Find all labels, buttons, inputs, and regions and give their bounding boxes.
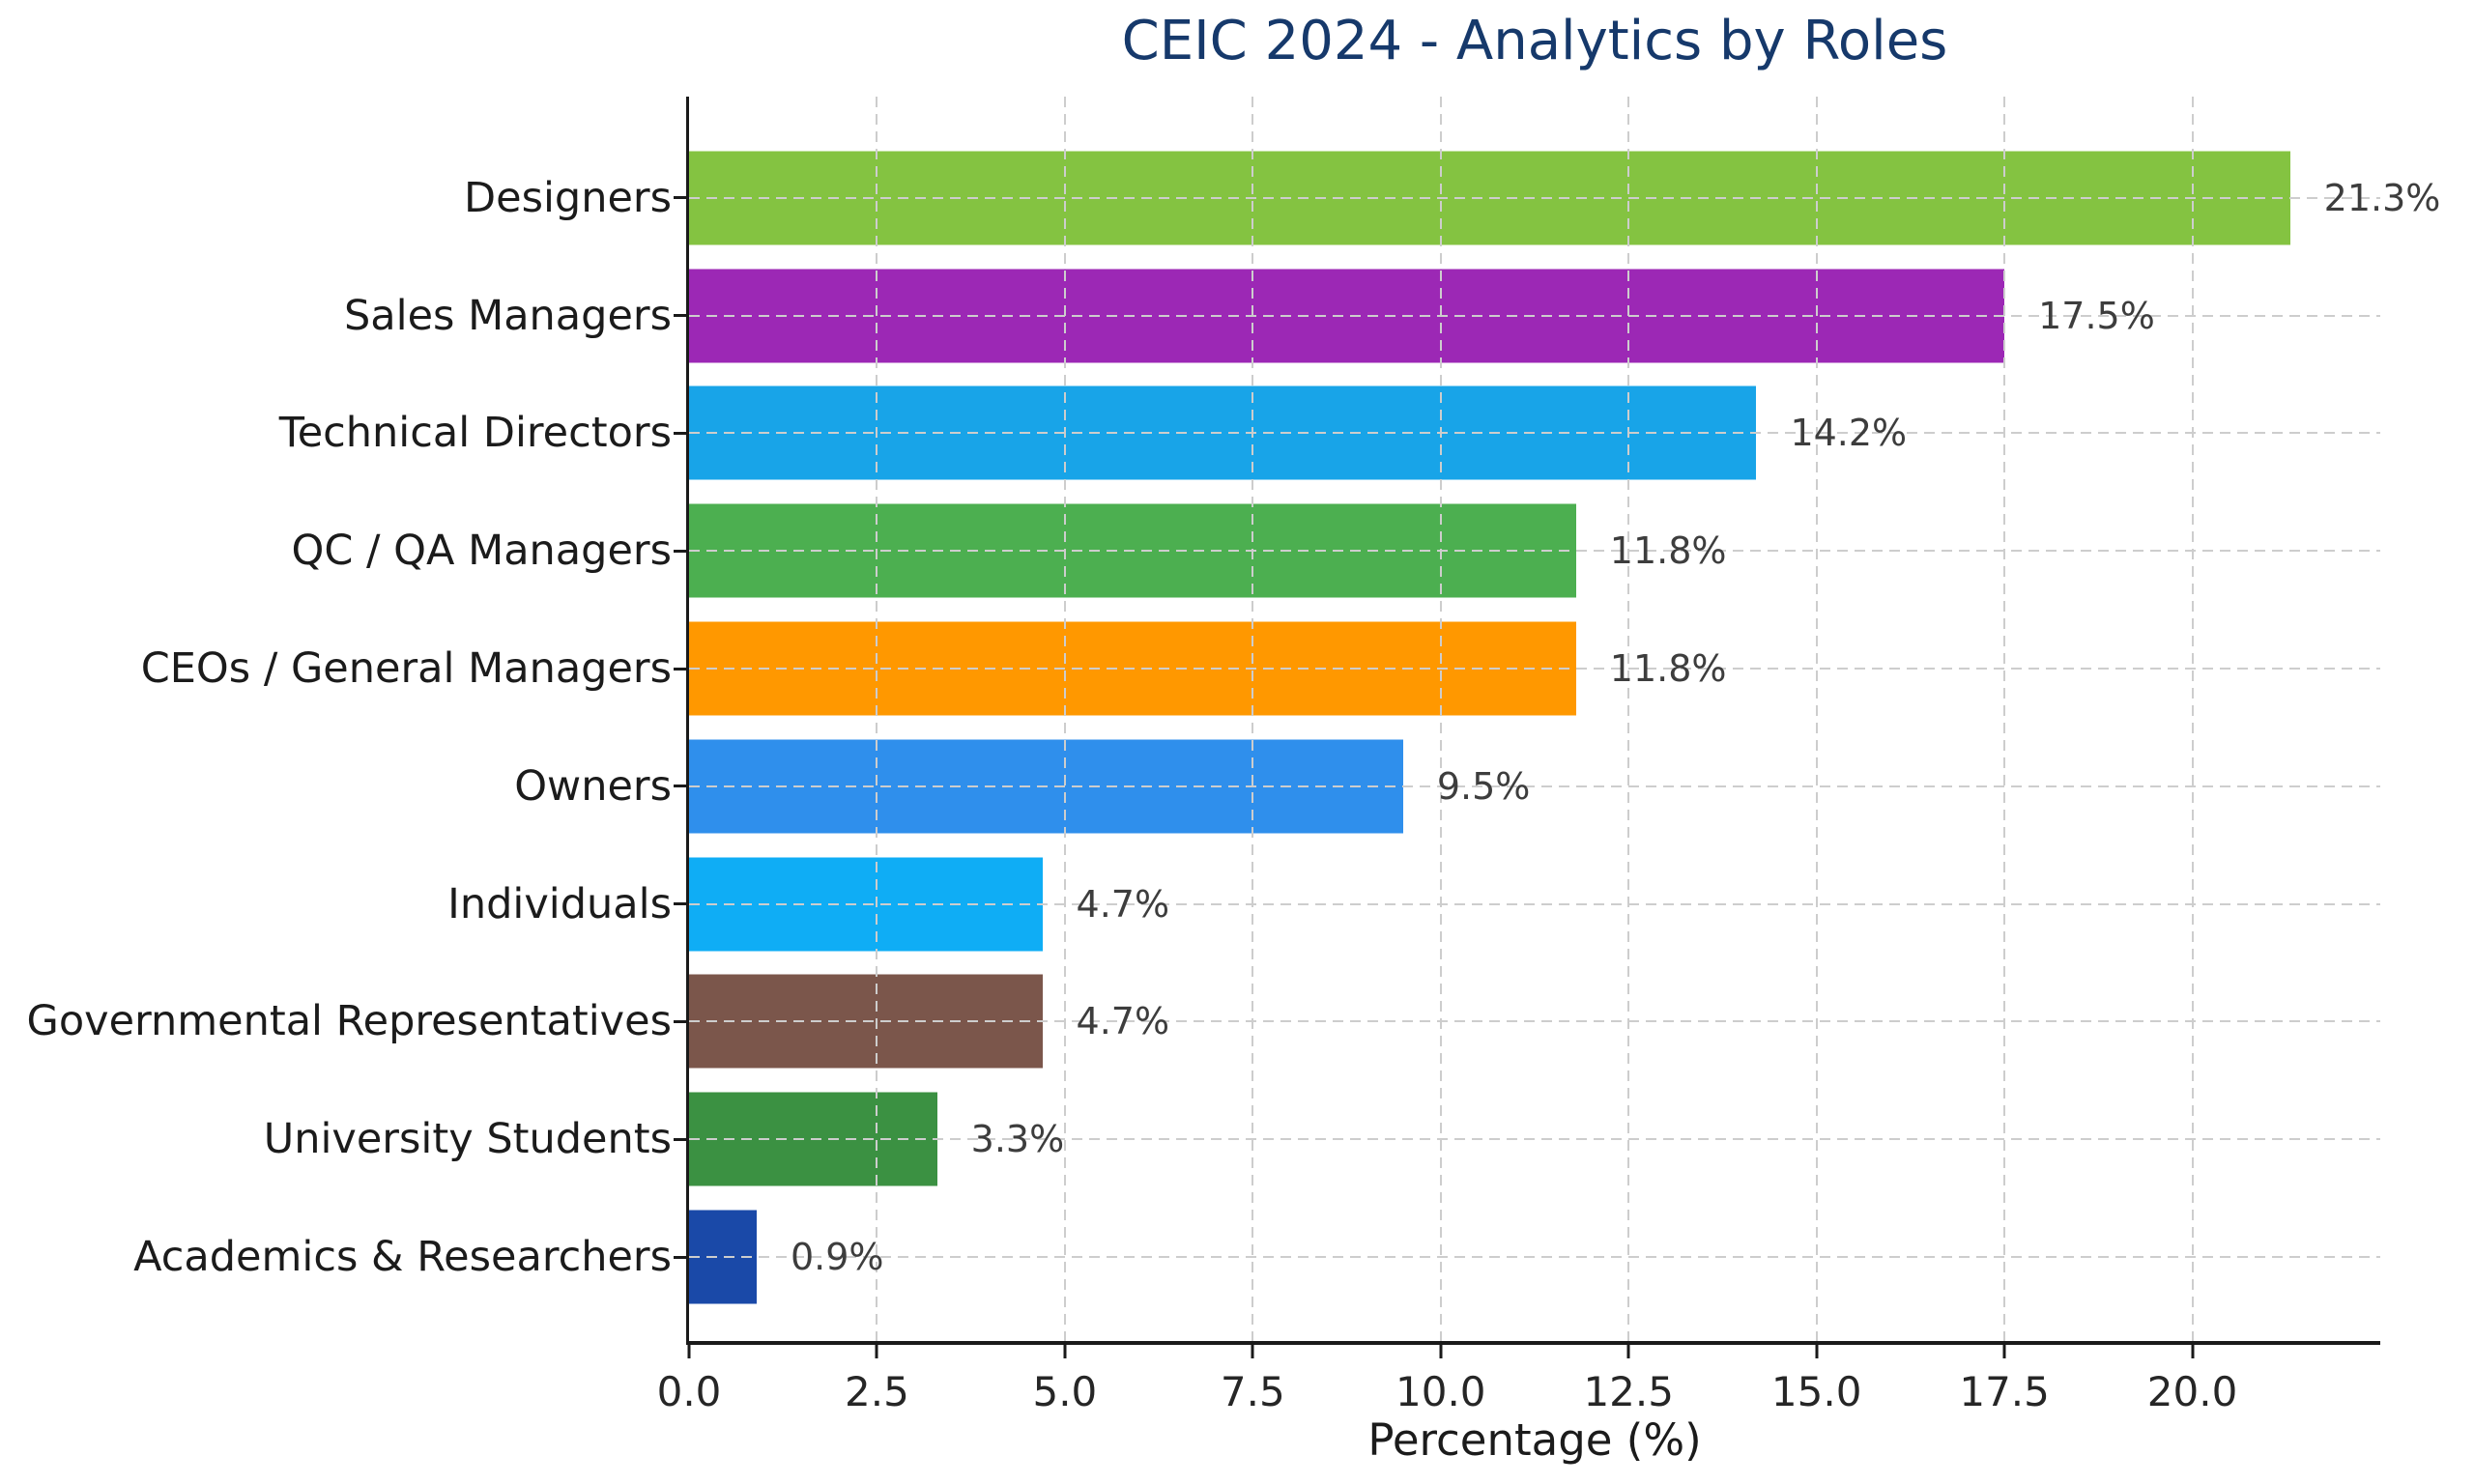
value-label: 17.5% — [2038, 294, 2155, 337]
y-axis-tick — [674, 902, 686, 906]
y-axis-tick — [674, 785, 686, 788]
x-axis-tick — [2191, 1345, 2195, 1358]
vertical-gridline — [876, 97, 878, 1341]
bar-row: Designers 21.3% — [464, 139, 2440, 257]
x-axis-tick-label: 12.5 — [1583, 1368, 1674, 1415]
value-label: 21.3% — [2323, 176, 2441, 219]
category-label: Individuals — [447, 879, 672, 928]
y-axis-spine — [686, 97, 689, 1345]
horizontal-gridline — [689, 196, 2380, 199]
category-label: Designers — [464, 173, 672, 222]
category-label: Sales Managers — [343, 291, 672, 340]
value-label: 4.7% — [1076, 882, 1170, 926]
horizontal-gridline — [689, 785, 2380, 787]
x-axis-tick — [875, 1345, 878, 1358]
x-axis-tick — [687, 1345, 691, 1358]
horizontal-gridline — [689, 668, 2380, 671]
bar-row: QC / QA Managers 11.8% — [291, 492, 2380, 610]
y-axis-tick — [674, 1255, 686, 1259]
x-axis-tick — [1251, 1345, 1254, 1358]
bar-row: CEOs / General Managers 11.8% — [141, 610, 2380, 728]
chart-title: CEIC 2024 - Analytics by Roles — [1121, 10, 1948, 72]
x-axis-tick — [1815, 1345, 1819, 1358]
y-axis-tick — [674, 667, 686, 671]
category-label: Governmental Representatives — [26, 997, 672, 1046]
horizontal-gridline — [689, 902, 2380, 905]
category-label: QC / QA Managers — [291, 527, 672, 576]
value-label: 14.2% — [1790, 412, 1908, 455]
bar-row: Sales Managers 17.5% — [344, 257, 2380, 375]
y-axis-tick — [674, 431, 686, 435]
value-label: 9.5% — [1436, 764, 1531, 808]
value-label: 0.9% — [791, 1236, 884, 1279]
category-label: Owners — [514, 761, 672, 811]
y-axis-tick — [674, 549, 686, 553]
x-axis-spine — [686, 1341, 2380, 1345]
horizontal-gridline — [689, 550, 2380, 553]
horizontal-gridline — [689, 432, 2380, 435]
x-axis-tick-label: 2.5 — [845, 1368, 909, 1415]
x-axis-tick-label: 17.5 — [1959, 1368, 2050, 1415]
bar-row: Governmental Representatives 4.7% — [27, 963, 2380, 1081]
x-axis-tick — [1626, 1345, 1630, 1358]
bar-row: University Students 3.3% — [264, 1080, 2380, 1198]
horizontal-gridline — [689, 314, 2380, 317]
x-axis-tick-label: 15.0 — [1770, 1368, 1862, 1415]
vertical-gridline — [1251, 97, 1254, 1341]
bar-row: Owners 9.5% — [514, 728, 2380, 845]
vertical-gridline — [1063, 97, 1066, 1341]
bar-rows: Designers 21.3% Sales Managers 17.5% Technic… — [27, 139, 2440, 1316]
vertical-gridline — [1815, 97, 1818, 1341]
category-label: Technical Directors — [278, 409, 672, 458]
x-axis-tick-label: 0.0 — [656, 1368, 722, 1415]
horizontal-gridline — [689, 1138, 2380, 1141]
y-axis-tick — [674, 1019, 686, 1023]
y-axis-tick — [674, 1137, 686, 1141]
vertical-gridline — [1439, 97, 1442, 1341]
x-axis-tick-label: 5.0 — [1032, 1368, 1098, 1415]
value-label: 4.7% — [1076, 1000, 1170, 1043]
x-axis-tick — [1439, 1345, 1443, 1358]
x-axis-tick-label: 7.5 — [1220, 1368, 1285, 1415]
bar-row: Individuals 4.7% — [447, 845, 2380, 963]
category-label: University Students — [263, 1115, 672, 1164]
category-label: Academics & Researchers — [133, 1233, 672, 1282]
vertical-gridline — [2003, 97, 2006, 1341]
value-label: 11.8% — [1609, 529, 1727, 573]
bar-row: Technical Directors 14.2% — [279, 375, 2380, 493]
vertical-gridline — [1627, 97, 1630, 1341]
bar-row: Academics & Researchers 0.9% — [133, 1198, 2380, 1316]
x-axis-tick — [2002, 1345, 2006, 1358]
value-label: 3.3% — [970, 1118, 1065, 1161]
category-label: CEOs / General Managers — [140, 644, 672, 694]
x-axis-tick-label: 20.0 — [2146, 1368, 2238, 1415]
x-axis-tick-label: 10.0 — [1395, 1368, 1486, 1415]
plot-area: Designers 21.3% Sales Managers 17.5% Technic… — [27, 97, 2440, 1415]
horizontal-gridline — [689, 1256, 2380, 1259]
x-axis-tick — [1063, 1345, 1067, 1358]
value-label: 11.8% — [1609, 647, 1727, 691]
y-axis-tick — [674, 196, 686, 200]
vertical-gridline — [2191, 97, 2194, 1341]
y-axis-tick — [674, 314, 686, 318]
x-axis-title: Percentage (%) — [1367, 1414, 1702, 1466]
horizontal-gridline — [689, 1020, 2380, 1023]
